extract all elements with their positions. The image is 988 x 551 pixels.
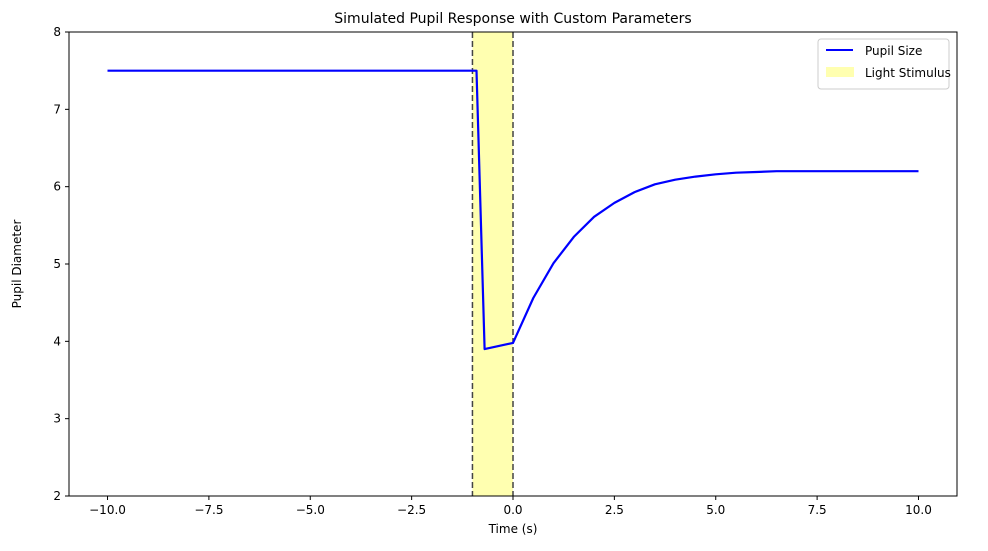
x-tick-label: 7.5 [808,503,827,517]
x-tick-label: 5.0 [706,503,725,517]
y-tick-label: 2 [53,489,61,503]
x-axis-label: Time (s) [488,522,538,536]
legend: Pupil Size Light Stimulus [817,38,951,90]
y-tick-label: 7 [53,102,61,116]
y-tick-label: 5 [53,257,61,271]
y-tick-label: 3 [53,412,61,426]
x-tick-label: 2.5 [605,503,624,517]
series-line-pupil-size [107,69,919,351]
x-tick-label: −10.0 [89,503,126,517]
x-axis: −10.0 −7.5 −5.0 −2.5 0.0 2.5 5.0 7.5 10.0 [89,496,932,517]
x-tick-label: −7.5 [194,503,223,517]
y-tick-label: 4 [53,334,61,348]
x-tick-label: −2.5 [397,503,426,517]
legend-label-pupil-size: Pupil Size [865,44,922,58]
chart-title: Simulated Pupil Response with Custom Par… [334,11,691,27]
y-axis-label: Pupil Diameter [10,220,24,309]
legend-label-light-stimulus: Light Stimulus [865,66,951,80]
legend-swatch-light-stimulus [826,67,854,77]
x-tick-label: 0.0 [503,503,522,517]
light-stimulus-band [472,32,513,496]
x-tick-label: 10.0 [905,503,932,517]
y-axis: 2 3 4 5 6 7 8 [53,25,69,503]
x-tick-label: −5.0 [296,503,325,517]
y-tick-label: 6 [53,180,61,194]
y-tick-label: 8 [53,25,61,39]
